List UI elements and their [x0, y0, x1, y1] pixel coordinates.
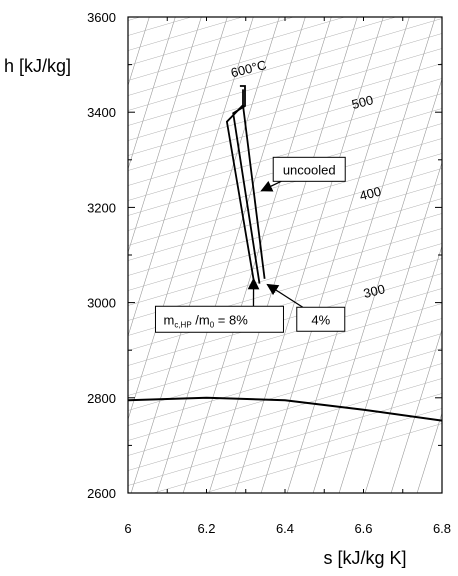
- isobar-line: [128, 17, 254, 421]
- annotation-label-sub: c,HP: [174, 320, 191, 329]
- isotherm-line: [128, 273, 442, 366]
- x-tick-label: 6.8: [433, 521, 451, 536]
- annotation-label: 4%: [311, 312, 330, 327]
- isobar-line: [128, 17, 228, 337]
- isotherm-label: 500: [350, 92, 375, 112]
- y-tick-labels: 2600 2800 3000 3200 3400 3600: [87, 10, 116, 501]
- annotation-box: [272, 156, 346, 182]
- series-expansion-4pct: [232, 85, 261, 284]
- y-axis-label: h [kJ/kg]: [4, 56, 71, 76]
- isotherm-line: [128, 258, 442, 351]
- plot-frame: [127, 16, 443, 494]
- isobar-line: [390, 328, 442, 493]
- isotherm-line: [128, 17, 295, 66]
- isotherm-line: [128, 363, 442, 456]
- property-lines: [128, 0, 458, 503]
- annotation-label-part: = 8%: [214, 312, 248, 327]
- isotherm-line: [128, 63, 442, 156]
- y-tick-label: 3400: [87, 105, 116, 120]
- isotherm-line: [128, 288, 442, 381]
- isotherm-line: [128, 393, 442, 486]
- isobar-line: [130, 17, 280, 493]
- series-layer: [128, 85, 442, 422]
- annotation-8pct: mc,HP /m0 = 8%: [154, 277, 284, 333]
- isobar-line: [156, 17, 306, 493]
- annotation-arrow: [266, 283, 304, 308]
- x-tick-label: 6.6: [354, 521, 372, 536]
- y-tick-label: 2800: [87, 391, 116, 406]
- isobar-line: [364, 245, 442, 493]
- isotherm-line: [128, 378, 442, 471]
- isotherm-label: 400: [358, 184, 383, 204]
- annotation-4pct: 4%: [266, 283, 346, 332]
- isobar-line: [440, 0, 458, 503]
- annotation-box: [296, 306, 346, 332]
- isotherm-line: [128, 17, 244, 51]
- y-tick-label: 3200: [87, 200, 116, 215]
- isotherm-line: [128, 17, 193, 36]
- x-tick-label: 6: [124, 521, 131, 536]
- annotation-uncooled: uncooled: [260, 156, 346, 192]
- isotherm-line: [128, 348, 442, 441]
- annotation-label-part: m: [163, 312, 174, 327]
- isotherm-line: [203, 423, 442, 493]
- isotherm-line: [128, 78, 442, 171]
- series-expansion-8pct: [225, 89, 256, 288]
- isobar-line: [416, 412, 442, 493]
- isotherm-line: [128, 303, 442, 396]
- isotherm-line: [128, 198, 442, 291]
- isotherm-line: [128, 17, 346, 81]
- isotherm-line: [128, 18, 442, 111]
- isotherm-line: [128, 153, 442, 246]
- y-tick-label: 3000: [87, 296, 116, 311]
- annotation-label: uncooled: [283, 162, 336, 177]
- isobar-line: [338, 161, 442, 493]
- y-tick-label: 3600: [87, 10, 116, 25]
- annotation-label-sub: 0: [210, 320, 215, 329]
- isobar-line: [128, 17, 176, 170]
- isotherm-label: 300: [362, 281, 387, 301]
- isobar-line: [286, 17, 436, 493]
- isotherm-line: [128, 333, 442, 426]
- isotherm-line: [128, 33, 442, 126]
- y-tick-label: 2600: [87, 486, 116, 501]
- annotation-label: mc,HP /m0 = 8%: [163, 312, 248, 329]
- isotherm-line: [128, 108, 442, 201]
- isotherm-line: [128, 138, 442, 231]
- isobar-line: [128, 17, 202, 254]
- annotation-box: [154, 305, 284, 333]
- isotherm-line: [128, 48, 442, 141]
- annotation-label-part: /m: [192, 312, 210, 327]
- x-tick-labels: 6 6.2 6.4 6.6 6.8: [124, 521, 451, 536]
- isobar-line: [208, 17, 358, 493]
- isotherm-line: [128, 318, 442, 411]
- isotherm-line: [128, 168, 442, 261]
- isobar-line: [182, 17, 332, 493]
- isobar-line: [234, 17, 384, 493]
- isobar-line: [128, 17, 150, 87]
- x-tick-label: 6.2: [197, 521, 215, 536]
- isobar-line: [260, 17, 410, 493]
- series-expansion-uncooled: [242, 104, 266, 279]
- annotation-arrow: [260, 180, 282, 192]
- isotherm-line: [128, 17, 397, 96]
- isobar-line: [312, 78, 442, 493]
- isotherm-label: 600°C: [229, 57, 268, 80]
- axis-ticks: [127, 16, 443, 494]
- x-axis-label: s [kJ/kg K]: [323, 548, 406, 568]
- x-tick-label: 6.4: [276, 521, 294, 536]
- isotherm-line: [152, 408, 442, 493]
- isotherm-line: [128, 213, 442, 306]
- isotherm-line: [128, 183, 442, 276]
- isotherm-line: [128, 93, 442, 186]
- series-saturation: [128, 396, 442, 422]
